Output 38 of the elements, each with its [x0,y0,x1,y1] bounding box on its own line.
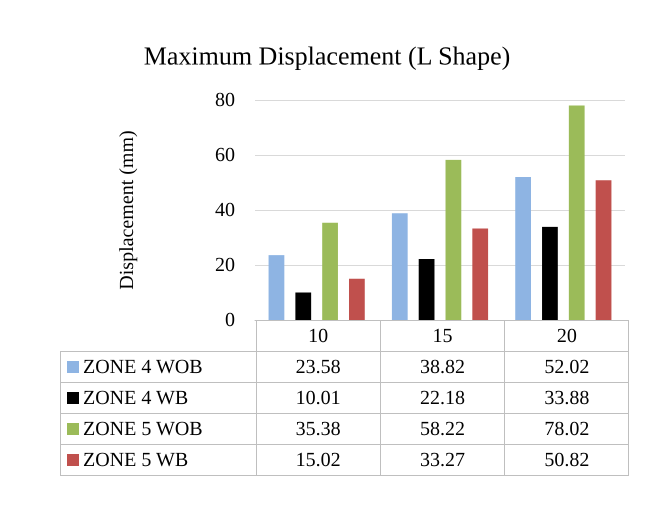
legend-label: ZONE 4 WB [60,382,256,414]
x-tick-label: 20 [504,320,629,352]
bar [268,255,284,320]
x-tick-label: 15 [380,320,505,352]
bar [392,213,408,320]
y-tick-label: 40 [215,199,235,221]
bar [596,180,612,320]
bar [348,278,365,320]
data-label: 35.38 [256,414,380,444]
data-label: 10.01 [256,382,380,414]
bar [515,176,532,320]
data-label: 58.22 [380,414,505,444]
data-label: 52.02 [504,352,629,382]
bar [295,292,312,320]
legend-label: ZONE 4 WOB [60,352,256,382]
bar [568,105,585,320]
y-tick-label: 60 [215,144,235,166]
bar [446,160,462,320]
legend-label: ZONE 5 WOB [60,414,256,444]
bar [472,228,488,320]
bar [322,222,338,320]
bar [542,226,558,320]
bar [418,259,434,320]
data-label: 33.27 [380,444,505,476]
legend-label: ZONE 5 WB [60,444,256,476]
y-tick-label: 20 [215,254,235,276]
data-label: 22.18 [380,382,505,414]
chart-title: Maximum Displacement (L Shape) [144,42,510,70]
y-tick-label: 0 [225,309,235,331]
x-tick-label: 10 [256,320,380,352]
data-label: 23.58 [256,352,380,382]
data-label: 38.82 [380,352,505,382]
data-label: 50.82 [504,444,629,476]
y-axis-title: Displacement (mm) [116,130,138,290]
data-label: 15.02 [256,444,380,476]
data-label: 33.88 [504,382,629,414]
data-label: 78.02 [504,414,629,444]
y-tick-label: 80 [215,89,235,111]
